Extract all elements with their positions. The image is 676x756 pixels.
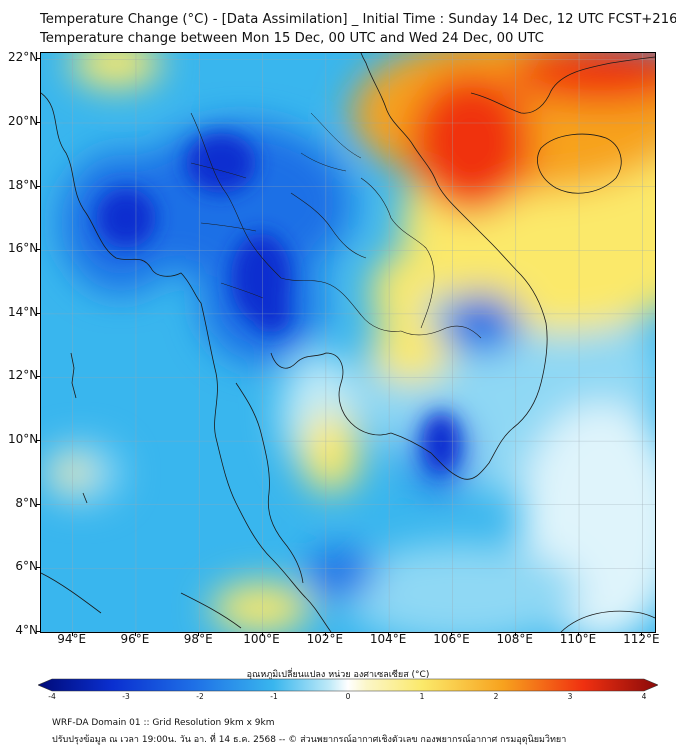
colorbar-tick-label: -3	[122, 692, 130, 701]
lon-tick-mark	[261, 632, 263, 636]
footer-credit: ปรับปรุงข้อมูล ณ เวลา 19:00น. วัน อา. ที…	[52, 735, 567, 745]
lon-tick-label: 98°E	[183, 632, 213, 646]
lon-tick-label: 106°E	[433, 632, 470, 646]
colorbar-tick-label: -1	[270, 692, 278, 701]
lat-tick-mark	[36, 58, 40, 60]
lat-tick-label: 22°N	[8, 50, 39, 65]
temperature-change-map	[41, 53, 655, 632]
lon-tick-label: 96°E	[120, 632, 150, 646]
lon-tick-mark	[134, 632, 136, 636]
lat-tick-label: 6°N	[15, 559, 38, 574]
lon-tick-mark	[198, 632, 200, 636]
lat-tick-mark	[36, 503, 40, 505]
map-subtitle: Temperature change between Mon 15 Dec, 0…	[40, 31, 544, 46]
lat-tick-label: 16°N	[8, 241, 39, 256]
colorbar-tick-label: 4	[641, 692, 647, 701]
lat-tick-mark	[36, 376, 40, 378]
lon-tick-mark	[578, 632, 580, 636]
colorbar-title: อุณหภูมิเปลี่ยนแปลง หน่วย องศาเซลเซียส (…	[246, 670, 430, 680]
coastlines-and-borders	[41, 53, 655, 632]
lat-tick-label: 20°N	[8, 113, 39, 128]
colorbar-tick-label: -2	[196, 692, 204, 701]
lat-tick-label: 8°N	[15, 495, 38, 510]
lat-tick-mark	[36, 249, 40, 251]
lon-tick-mark	[388, 632, 390, 636]
colorbar	[38, 678, 658, 692]
lat-tick-mark	[36, 121, 40, 123]
lat-tick-label: 12°N	[8, 368, 39, 383]
lon-tick-label: 108°E	[496, 632, 533, 646]
lon-tick-mark	[71, 632, 73, 636]
lon-tick-mark	[451, 632, 453, 636]
lat-tick-label: 4°N	[15, 623, 38, 637]
lat-tick-mark	[36, 567, 40, 569]
colorbar-tick-label: 3	[567, 692, 573, 701]
lon-tick-label: 102°E	[306, 632, 344, 646]
lon-tick-label: 110°E	[559, 632, 597, 646]
graticule	[41, 53, 655, 632]
lat-tick-mark	[36, 631, 40, 632]
lon-tick-mark	[514, 632, 516, 636]
lon-tick-mark	[324, 632, 326, 636]
lon-tick-label: 104°E	[369, 632, 407, 646]
title-block: Temperature Change (°C) - [Data Assimila…	[40, 10, 676, 48]
lon-tick-mark	[641, 632, 643, 636]
lat-tick-label: 10°N	[8, 432, 39, 447]
lat-tick-mark	[36, 440, 40, 442]
colorbar-tick-label: 1	[419, 692, 425, 701]
temperature-field	[41, 53, 655, 632]
colorbar-tick-label: -4	[48, 692, 56, 701]
lat-tick-mark	[36, 312, 40, 314]
map-panel	[40, 52, 656, 633]
lon-tick-label: 94°E	[57, 632, 87, 646]
lat-tick-label: 18°N	[8, 177, 39, 192]
colorbar-gradient	[38, 678, 658, 692]
lat-tick-mark	[36, 185, 40, 187]
lon-tick-label: 112°E	[623, 632, 660, 646]
colorbar-tick-label: 0	[345, 692, 351, 701]
map-title: Temperature Change (°C) - [Data Assimila…	[40, 12, 676, 27]
lat-tick-label: 14°N	[8, 304, 39, 319]
colorbar-tick-label: 2	[493, 692, 499, 701]
lon-tick-label: 100°E	[243, 632, 280, 646]
footer-resolution: WRF-DA Domain 01 :: Grid Resolution 9km …	[52, 718, 275, 728]
